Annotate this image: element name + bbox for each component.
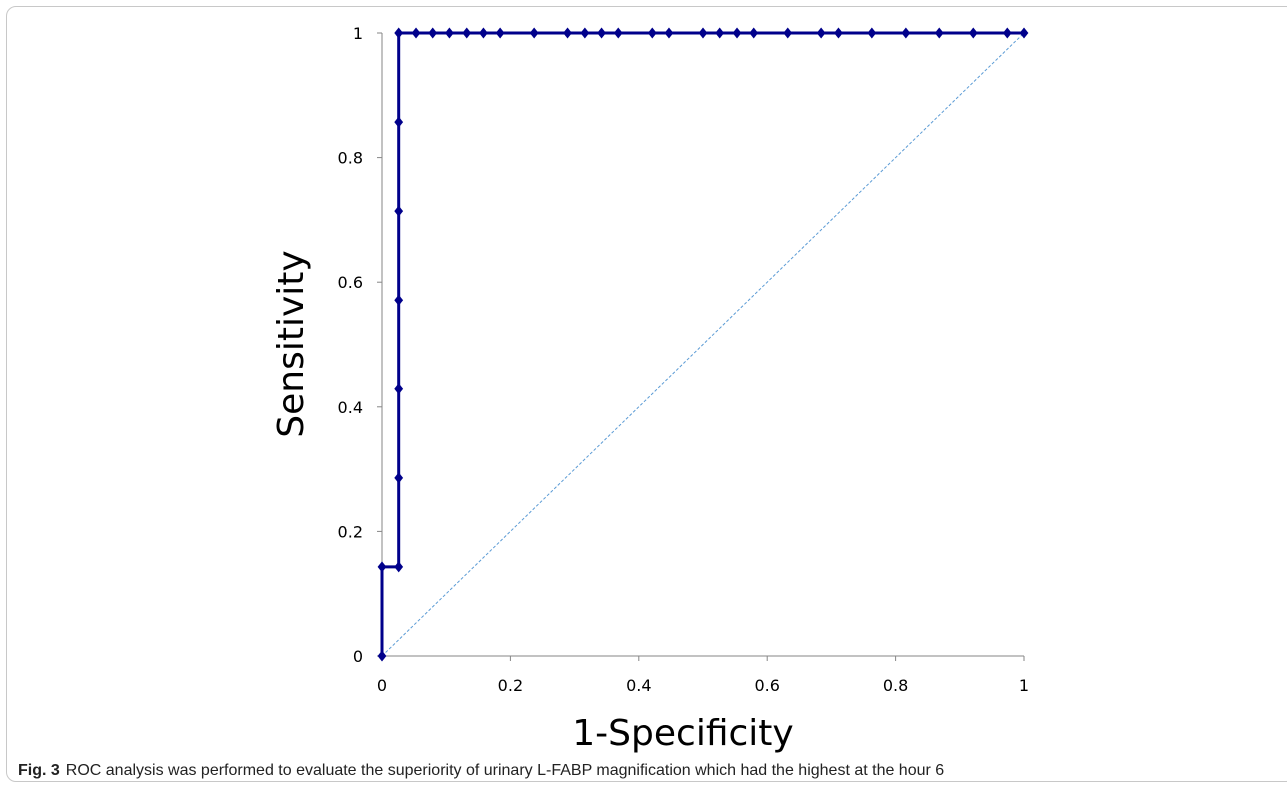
roc-point-marker xyxy=(647,27,657,39)
roc-point-marker xyxy=(462,27,472,39)
roc-point-marker xyxy=(901,27,911,39)
tick-labels: 0 0.2 0.4 0.6 0.8 1 0 0.2 0.4 0.6 0.8 1 xyxy=(338,24,1030,695)
diagonal-reference-line xyxy=(381,32,1025,657)
roc-point-marker xyxy=(715,27,725,39)
caption-text: ROC analysis was performed to evaluate t… xyxy=(65,762,945,779)
roc-point-marker xyxy=(394,205,404,217)
y-axis-title: Sensitivity xyxy=(271,250,312,437)
roc-point-marker xyxy=(445,27,454,39)
roc-point-marker xyxy=(563,27,572,39)
roc-point-marker xyxy=(529,27,539,39)
roc-chart: 0 0.2 0.4 0.6 0.8 1 0 0.2 0.4 0.6 0.8 1 1-Specifici… xyxy=(271,24,1030,754)
roc-point-marker xyxy=(1002,27,1012,39)
x-tick-label: 0.4 xyxy=(626,676,651,695)
x-tick-label: 1 xyxy=(1019,676,1029,695)
roc-point-marker xyxy=(411,27,421,39)
roc-point-marker xyxy=(394,27,404,39)
figure-caption: Fig. 3 ROC analysis was performed to eval… xyxy=(18,762,944,780)
x-tick-label: 0.8 xyxy=(883,676,908,695)
y-tick-label: 1 xyxy=(353,24,363,43)
y-tick-label: 0 xyxy=(353,647,363,666)
roc-point-marker xyxy=(968,27,978,39)
roc-point-marker xyxy=(479,27,488,39)
caption-label: Fig. 3 xyxy=(18,762,60,779)
roc-point-marker xyxy=(495,27,505,39)
roc-point-marker xyxy=(394,116,404,128)
roc-point-marker xyxy=(867,27,877,39)
roc-point-marker xyxy=(1019,27,1029,39)
roc-point-marker xyxy=(934,27,944,39)
y-tick-label: 0.6 xyxy=(338,273,363,292)
roc-point-marker xyxy=(597,27,606,39)
roc-point-marker xyxy=(816,27,826,39)
roc-point-marker xyxy=(783,27,793,39)
x-axis-title: 1-Specificity xyxy=(572,713,793,754)
reference-line xyxy=(381,32,1025,657)
roc-point-marker xyxy=(613,27,623,39)
y-tick-label: 0.2 xyxy=(338,522,363,541)
figure-frame xyxy=(6,6,1287,782)
roc-point-marker xyxy=(394,294,404,306)
roc-point-marker xyxy=(732,27,742,39)
roc-point-marker xyxy=(834,27,843,39)
roc-point-marker xyxy=(698,27,708,39)
chart-axes xyxy=(377,32,1025,661)
x-tick-label: 0.6 xyxy=(754,676,779,695)
x-tick-label: 0.2 xyxy=(498,676,523,695)
roc-point-marker xyxy=(394,472,404,484)
roc-point-marker xyxy=(580,27,590,39)
roc-point-marker xyxy=(749,27,759,39)
roc-point-marker xyxy=(428,27,438,39)
roc-point-marker xyxy=(377,561,387,573)
roc-point-marker xyxy=(664,27,674,39)
roc-point-marker xyxy=(394,561,404,573)
y-tick-label: 0.8 xyxy=(338,149,363,168)
y-tick-label: 0.4 xyxy=(338,398,363,417)
roc-point-marker xyxy=(394,383,404,395)
roc-point-marker xyxy=(377,650,387,662)
x-tick-label: 0 xyxy=(377,676,387,695)
roc-series xyxy=(377,27,1029,662)
